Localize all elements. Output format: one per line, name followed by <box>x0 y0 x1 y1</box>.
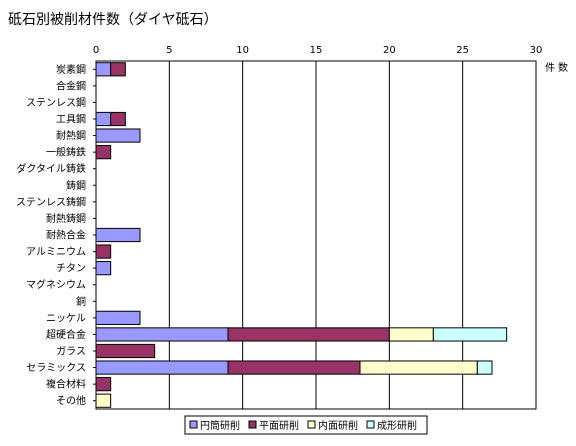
x-tick-label: 30 <box>530 45 543 56</box>
x-tick-labels: 0 5 10 15 20 25 30 <box>93 45 543 56</box>
chart-title: 砥石別被削材件数（ダイヤ砥石） <box>8 12 218 28</box>
bars <box>95 62 508 408</box>
bar-segment <box>95 128 141 143</box>
category-label: 超硬合金 <box>46 328 86 341</box>
x-axis-label: 件数 <box>545 61 571 74</box>
x-tick-label: 15 <box>310 45 323 56</box>
bar-segment <box>95 244 112 259</box>
bar-segment <box>95 111 112 127</box>
category-label: ダクタイル鋳鉄 <box>16 162 86 175</box>
bar-segment <box>110 111 126 127</box>
category-label: 耐熱合金 <box>46 229 86 242</box>
category-label: 一般鋳鉄 <box>46 146 86 159</box>
bar-segment <box>227 360 361 375</box>
legend-swatch <box>366 420 375 429</box>
legend-swatch <box>307 420 316 429</box>
bar-segment <box>432 327 508 342</box>
legend-entry: 内面研削 <box>318 419 358 432</box>
grid-lines <box>168 61 464 409</box>
category-label: セラミックス <box>26 362 86 374</box>
category-label: ニッケル <box>46 312 86 324</box>
legend-swatch <box>248 420 257 429</box>
legend-entry: 成形研削 <box>377 419 417 432</box>
category-label: 鋳鋼 <box>66 179 86 192</box>
bar-segment <box>227 327 390 342</box>
category-label: 合金鋼 <box>56 79 86 92</box>
bar-segment <box>95 145 112 160</box>
bar-segment <box>95 261 112 276</box>
category-label: チタン <box>56 263 86 275</box>
bar-segment <box>95 393 112 408</box>
legend-entry: 平面研削 <box>259 419 299 432</box>
category-label: 複合材料 <box>46 378 86 391</box>
category-label: その他 <box>56 394 86 407</box>
x-tick-label: 25 <box>456 45 469 56</box>
category-label: 耐熱鋼 <box>56 129 86 142</box>
bar-segment <box>95 377 112 392</box>
bar-segment <box>95 360 229 375</box>
category-label: 炭素鋼 <box>56 63 86 76</box>
bar-segment <box>95 62 112 77</box>
bar-segment <box>95 310 141 325</box>
category-labels: 炭素鋼合金鋼ステンレス鋼工具鋼耐熱鋼一般鋳鉄ダクタイル鋳鉄鋳鋼ステンレス鋳鋼耐熱… <box>16 63 96 407</box>
category-label: 銅 <box>76 295 86 308</box>
legend-entry: 円筒研削 <box>200 419 240 432</box>
bar-segment <box>95 327 229 342</box>
category-label: ステンレス鋼 <box>26 96 86 109</box>
x-tick-label: 10 <box>236 45 249 56</box>
category-label: マグネシウム <box>26 278 86 291</box>
legend-swatch <box>189 420 198 429</box>
category-label: ガラス <box>56 346 86 358</box>
bar-segment <box>388 327 434 342</box>
category-label: ステンレス鋳鋼 <box>16 195 86 208</box>
bar-segment <box>95 227 141 243</box>
bar-segment <box>110 62 126 77</box>
x-tick-label: 20 <box>383 45 396 56</box>
bar-segment <box>95 343 156 359</box>
bar-segment <box>476 360 493 375</box>
x-tick-label: 5 <box>166 45 172 56</box>
category-label: アルミニウム <box>26 246 86 258</box>
legend: 円筒研削 平面研削 内面研削 成形研削 <box>184 415 428 435</box>
bar-segment <box>359 360 478 375</box>
x-tick-label: 0 <box>93 45 99 56</box>
category-label: 耐熱鋳鋼 <box>46 212 86 225</box>
category-label: 工具鋼 <box>56 113 86 126</box>
